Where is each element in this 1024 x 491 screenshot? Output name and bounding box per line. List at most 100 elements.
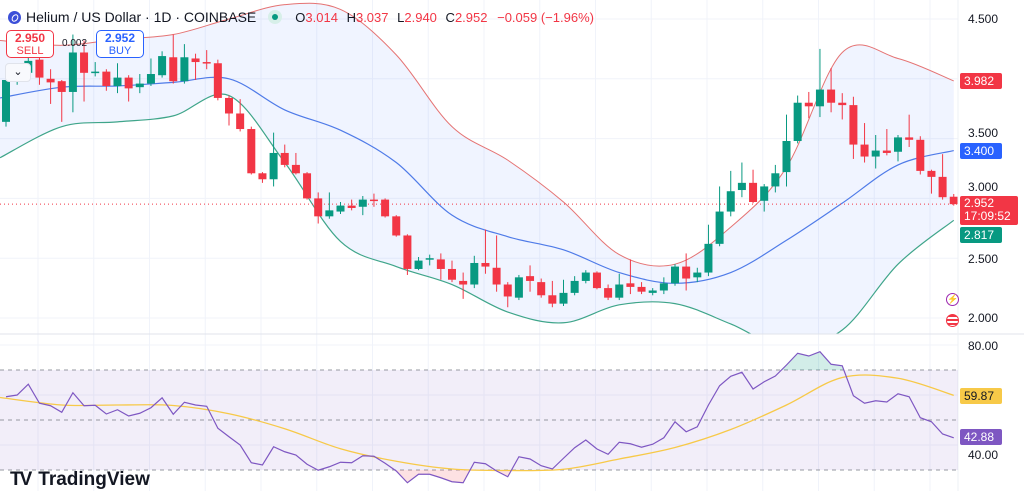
chevron-down-icon[interactable]: ⌄: [5, 63, 31, 82]
candle: [236, 99, 245, 132]
rsi-ma-badge: 59.87: [960, 388, 1002, 404]
candle: [882, 129, 891, 156]
candle-body: [68, 52, 77, 92]
candle: [715, 186, 724, 247]
candle: [916, 136, 925, 175]
candle-body: [916, 139, 925, 171]
candle: [470, 255, 479, 289]
candle: [648, 288, 657, 296]
candle: [804, 91, 813, 119]
candle-body: [381, 199, 390, 217]
candle-body: [135, 83, 144, 88]
candle: [481, 229, 490, 274]
candle-body: [247, 129, 256, 174]
candle: [704, 224, 713, 277]
candle-body: [804, 102, 813, 107]
tradingview-logo[interactable]: TV TradingView: [10, 469, 150, 491]
candle: [682, 253, 691, 291]
candle-body: [626, 283, 635, 287]
candle: [381, 198, 390, 218]
candle: [57, 79, 66, 122]
candle-body: [369, 199, 378, 202]
spread-value: 0.002: [62, 38, 88, 49]
candle-body: [871, 150, 880, 157]
candle-body: [169, 57, 178, 82]
tradingview-mark-icon: TV: [10, 469, 32, 490]
candle: [68, 34, 77, 113]
candle: [347, 199, 356, 211]
candle-body: [124, 77, 133, 89]
candle-body: [481, 262, 490, 267]
sell-label: SELL: [16, 45, 44, 57]
candle-body: [526, 276, 535, 281]
upper-band-badge: 3.982: [960, 73, 1002, 89]
symbol-title[interactable]: Helium / US Dollar · 1D · COINBASE: [26, 9, 257, 25]
lightning-icon[interactable]: ⚡: [946, 293, 959, 306]
candle-body: [682, 266, 691, 279]
candle-body: [815, 89, 824, 107]
candle-body: [581, 272, 590, 281]
close-value: 2.952: [454, 9, 488, 25]
candle: [258, 172, 267, 183]
candle-body: [592, 272, 601, 289]
candle: [392, 215, 401, 237]
candle: [448, 260, 456, 283]
high-label: H: [346, 9, 356, 25]
candle-body: [514, 277, 523, 298]
candle-body: [671, 266, 679, 284]
candle: [726, 170, 735, 217]
candle: [604, 284, 613, 301]
candle: [269, 132, 278, 187]
candle: [225, 95, 233, 126]
candle: [146, 58, 155, 86]
candle-body: [202, 62, 211, 64]
candle: [570, 276, 579, 296]
candle: [671, 264, 679, 286]
us-flag-icon[interactable]: [946, 314, 959, 327]
buy-price: 2.952: [104, 31, 136, 45]
candle-body: [236, 113, 245, 130]
candle: [737, 162, 746, 198]
candle-body: [760, 186, 769, 201]
candle: [693, 267, 702, 283]
candle: [358, 196, 367, 216]
low-value: 2.940: [404, 9, 437, 25]
price-tick: 3.000: [968, 180, 999, 194]
low-label: L: [397, 9, 405, 25]
rsi-line: [5, 351, 954, 484]
candle-body: [269, 152, 278, 180]
candle: [80, 40, 89, 102]
candle: [46, 69, 55, 104]
sell-price: 2.950: [14, 31, 46, 45]
sell-button[interactable]: 2.950 SELL: [6, 30, 54, 58]
market-status-icon[interactable]: [268, 10, 283, 24]
candle-body: [894, 137, 902, 152]
candle: [414, 257, 423, 271]
candle: [815, 48, 824, 118]
candle: [169, 34, 178, 84]
candle-body: [749, 182, 758, 202]
candle-body: [648, 290, 657, 293]
candle-body: [35, 59, 44, 78]
candle: [191, 53, 200, 80]
candle-body: [80, 52, 89, 73]
candle: [559, 279, 568, 307]
buy-button[interactable]: 2.952 BUY: [96, 30, 144, 58]
candle: [303, 172, 312, 200]
candle: [615, 273, 624, 301]
candle-body: [849, 105, 858, 145]
candle: [938, 154, 947, 200]
candle: [436, 253, 445, 280]
candle: [871, 135, 880, 169]
candle: [537, 278, 546, 298]
candle: [91, 62, 100, 77]
candle-body: [927, 170, 936, 177]
lower-band-badge: 2.817: [960, 227, 1002, 243]
candle-body: [604, 288, 613, 298]
candle: [492, 235, 501, 292]
candle: [425, 254, 434, 266]
price-tick: 3.500: [968, 126, 999, 140]
candle: [514, 274, 523, 301]
candle-body: [503, 284, 512, 297]
